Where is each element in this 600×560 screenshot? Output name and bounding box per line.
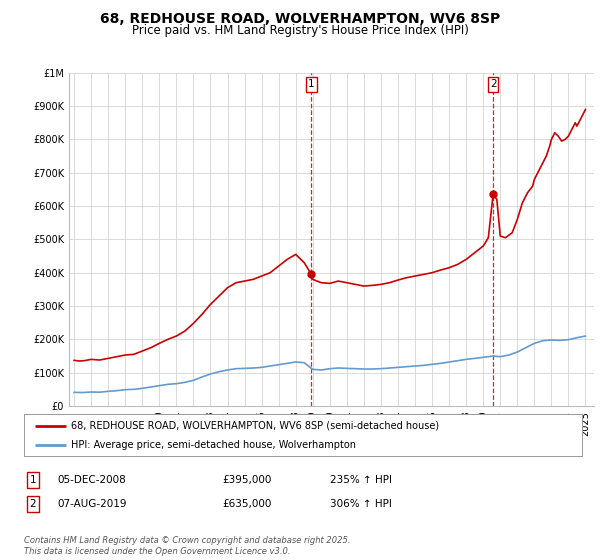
Text: 07-AUG-2019: 07-AUG-2019 <box>57 499 127 509</box>
Text: 68, REDHOUSE ROAD, WOLVERHAMPTON, WV6 8SP (semi-detached house): 68, REDHOUSE ROAD, WOLVERHAMPTON, WV6 8S… <box>71 421 440 431</box>
Text: 1: 1 <box>308 80 314 90</box>
Text: £635,000: £635,000 <box>222 499 271 509</box>
Text: 235% ↑ HPI: 235% ↑ HPI <box>330 475 392 485</box>
Text: 2: 2 <box>29 499 37 509</box>
Text: Price paid vs. HM Land Registry's House Price Index (HPI): Price paid vs. HM Land Registry's House … <box>131 24 469 37</box>
Text: 05-DEC-2008: 05-DEC-2008 <box>57 475 126 485</box>
Text: 2: 2 <box>490 80 496 90</box>
Text: £395,000: £395,000 <box>222 475 271 485</box>
Text: 1: 1 <box>29 475 37 485</box>
Text: Contains HM Land Registry data © Crown copyright and database right 2025.
This d: Contains HM Land Registry data © Crown c… <box>24 536 350 556</box>
Text: 306% ↑ HPI: 306% ↑ HPI <box>330 499 392 509</box>
Text: HPI: Average price, semi-detached house, Wolverhampton: HPI: Average price, semi-detached house,… <box>71 440 356 450</box>
Text: 68, REDHOUSE ROAD, WOLVERHAMPTON, WV6 8SP: 68, REDHOUSE ROAD, WOLVERHAMPTON, WV6 8S… <box>100 12 500 26</box>
